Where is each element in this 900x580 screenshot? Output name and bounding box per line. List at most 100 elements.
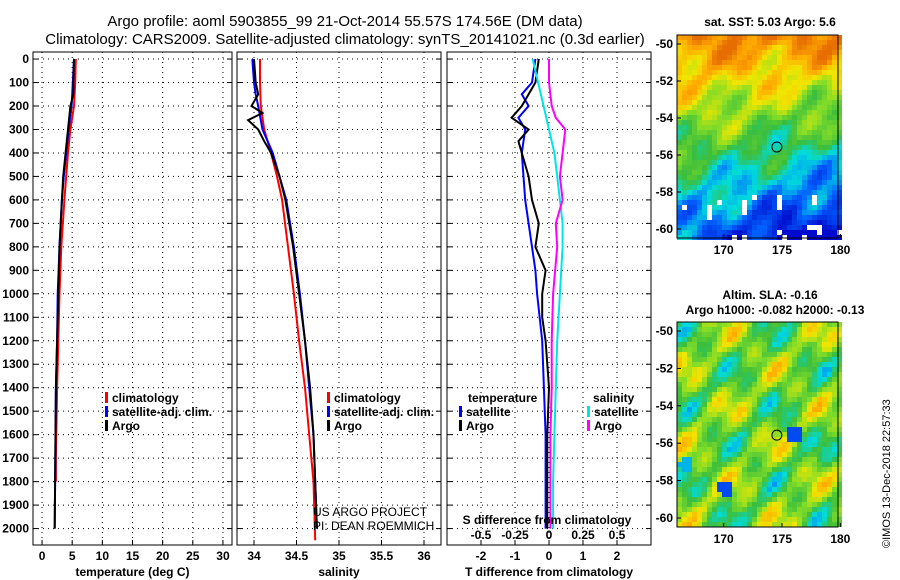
map-cell <box>822 50 827 55</box>
map-cell <box>677 195 682 200</box>
map-cell <box>832 210 837 215</box>
map-cell <box>702 502 707 507</box>
map-cell <box>717 367 722 372</box>
map-cell <box>767 512 772 517</box>
map-cell <box>777 200 782 205</box>
map-cell <box>827 322 832 327</box>
map-cell <box>807 65 812 70</box>
map-cell <box>692 80 697 85</box>
map-cell <box>732 357 737 362</box>
map-cell <box>812 140 817 145</box>
map-cell <box>697 417 702 422</box>
map-cell <box>747 125 752 130</box>
map-cell <box>697 462 702 467</box>
map-cell <box>767 422 772 427</box>
map-cell <box>797 437 802 442</box>
map-cell <box>747 160 752 165</box>
map-cell <box>827 95 832 100</box>
map-cell <box>752 190 757 195</box>
map-cell <box>737 332 742 337</box>
map-cell <box>762 45 767 50</box>
map-cell <box>767 165 772 170</box>
map-cell <box>727 447 732 452</box>
map-cell <box>817 417 822 422</box>
legend-label: satellite <box>466 405 511 419</box>
map-cell <box>787 195 792 200</box>
map-cell <box>777 487 782 492</box>
map-cell <box>712 180 717 185</box>
map-cell <box>837 397 842 402</box>
map-cell <box>727 220 732 225</box>
map-cell <box>797 190 802 195</box>
map-cell <box>832 165 837 170</box>
map-cell <box>692 377 697 382</box>
map-cell <box>682 90 687 95</box>
map-cell <box>757 432 762 437</box>
map-cell <box>792 200 797 205</box>
map-cell <box>787 502 792 507</box>
map-cell <box>757 522 762 527</box>
map-cell <box>677 100 682 105</box>
map-cell <box>777 497 782 502</box>
map-cell <box>707 70 712 75</box>
map-cell <box>827 342 832 347</box>
map-cell <box>737 437 742 442</box>
map-cell <box>762 367 767 372</box>
map-cell <box>797 427 802 432</box>
map-cell <box>727 362 732 367</box>
map-cell <box>717 342 722 347</box>
map-cell <box>832 442 837 447</box>
map-cell <box>682 387 687 392</box>
map-cell <box>752 210 757 215</box>
map-cell <box>812 512 817 517</box>
map-cell <box>692 160 697 165</box>
map-cell <box>762 110 767 115</box>
map-cell <box>697 372 702 377</box>
map-cell <box>792 70 797 75</box>
map-cell <box>837 185 842 190</box>
map-cell <box>687 120 692 125</box>
map-cell <box>687 180 692 185</box>
map-cell <box>702 210 707 215</box>
map-cell <box>822 180 827 185</box>
map-cell <box>782 215 787 220</box>
map-cell <box>797 175 802 180</box>
map-cell <box>772 477 777 482</box>
map-cell <box>837 135 842 140</box>
map-cell <box>747 517 752 522</box>
map-cell <box>737 85 742 90</box>
map-cell <box>767 352 772 357</box>
map-cell <box>702 35 707 40</box>
map-cell <box>757 160 762 165</box>
map-cell <box>812 362 817 367</box>
map-cell <box>752 230 757 235</box>
map-cell <box>692 422 697 427</box>
map-cell <box>767 467 772 472</box>
map-cell <box>782 95 787 100</box>
map-cell <box>677 357 682 362</box>
map-cell <box>797 110 802 115</box>
map-cell <box>797 457 802 462</box>
map-cell <box>697 50 702 55</box>
map-cell <box>787 115 792 120</box>
map-cell <box>707 357 712 362</box>
map-cell <box>762 462 767 467</box>
legend-label: Argo <box>466 419 494 433</box>
map-cell <box>827 412 832 417</box>
map-cell <box>757 35 762 40</box>
map-cell <box>797 55 802 60</box>
map-cell <box>712 100 717 105</box>
map-cell <box>802 100 807 105</box>
map-cell <box>722 195 727 200</box>
argo-location-marker <box>771 429 783 441</box>
map-cell <box>807 382 812 387</box>
map-cell <box>807 347 812 352</box>
x-tick-label: 25 <box>186 549 200 563</box>
map-cell <box>677 120 682 125</box>
map-cell <box>807 100 812 105</box>
map-cell <box>727 55 732 60</box>
map-cell <box>747 165 752 170</box>
map-cell <box>722 382 727 387</box>
map-cell <box>832 110 837 115</box>
map-cell <box>792 115 797 120</box>
